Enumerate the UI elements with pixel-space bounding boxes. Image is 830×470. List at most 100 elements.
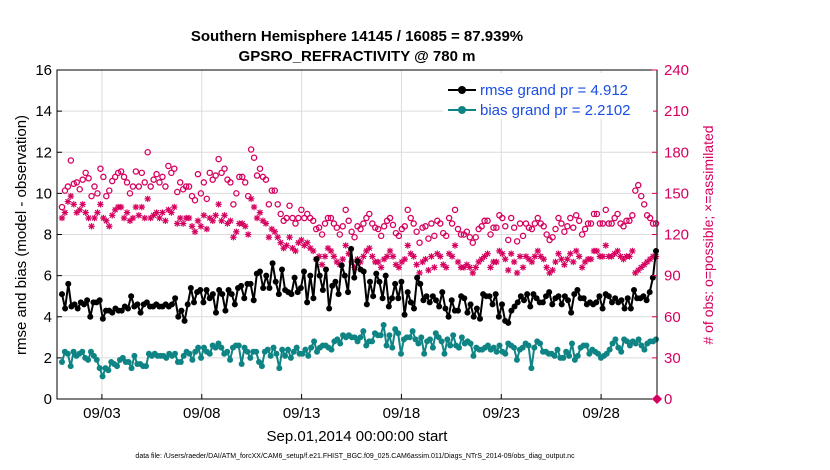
rmse-point bbox=[219, 291, 226, 298]
possible-obs-point bbox=[233, 190, 240, 197]
possible-obs-point bbox=[236, 173, 243, 181]
possible-obs-point bbox=[572, 212, 580, 219]
possible-obs-point bbox=[82, 169, 89, 177]
rmse-point bbox=[80, 301, 87, 308]
bias-point bbox=[377, 332, 384, 339]
possible-obs-point bbox=[463, 228, 471, 236]
right-y-ticks: 0 30 60 90 120 150 180 210 240 bbox=[652, 62, 689, 408]
rmse-point bbox=[442, 305, 449, 312]
assimilated-obs-point bbox=[493, 258, 500, 266]
rmse-point bbox=[473, 305, 480, 312]
rmse-point bbox=[476, 315, 483, 322]
possible-obs-point bbox=[422, 223, 429, 230]
assimilated-obs-point bbox=[549, 266, 556, 274]
bias-point bbox=[398, 350, 405, 357]
bias-point bbox=[426, 336, 433, 343]
assimilated-obs-point bbox=[507, 250, 515, 257]
possible-obs-point bbox=[564, 223, 571, 230]
rmse-point bbox=[128, 293, 135, 300]
possible-obs-point bbox=[472, 233, 479, 241]
assimilated-obs-point bbox=[268, 225, 276, 233]
bias-point bbox=[421, 350, 428, 357]
y-right-tick-label: 180 bbox=[664, 144, 689, 161]
assimilated-obs-point bbox=[558, 255, 565, 263]
possible-obs-point bbox=[510, 224, 518, 231]
bias-point bbox=[441, 350, 448, 357]
assimilated-obs-point bbox=[304, 239, 311, 246]
rmse-point bbox=[134, 301, 141, 308]
bias-point bbox=[293, 344, 300, 351]
assimilated-obs-point bbox=[85, 214, 92, 222]
possible-obs-point bbox=[454, 225, 462, 233]
bias-point bbox=[531, 344, 538, 351]
rmse-point bbox=[178, 307, 185, 314]
rmse-point bbox=[175, 313, 182, 320]
rmse-point bbox=[445, 313, 452, 320]
rmse-point bbox=[489, 301, 496, 308]
possible-obs-point bbox=[404, 206, 412, 214]
possible-obs-point bbox=[58, 203, 66, 211]
rmse-point bbox=[467, 301, 474, 308]
assimilated-obs-point bbox=[97, 201, 104, 208]
legend: rmse grand pr = 4.912 bias grand pr = 2.… bbox=[443, 73, 653, 119]
possible-obs-point bbox=[499, 214, 506, 222]
assimilated-obs-point bbox=[132, 203, 140, 211]
possible-obs-point bbox=[147, 183, 154, 190]
assimilated-obs-point bbox=[292, 247, 299, 255]
assimilated-obs-point bbox=[82, 209, 89, 216]
assimilated-obs-point bbox=[209, 217, 216, 224]
possible-obs-point bbox=[94, 190, 101, 197]
assimilated-obs-point bbox=[185, 214, 193, 222]
bias-point bbox=[357, 334, 364, 341]
possible-obs-point bbox=[363, 214, 370, 222]
possible-obs-point bbox=[401, 223, 409, 230]
rmse-point bbox=[410, 305, 417, 312]
rmse-point bbox=[84, 297, 91, 304]
rmse-point bbox=[542, 293, 549, 300]
assimilated-obs-point bbox=[552, 258, 559, 266]
possible-obs-point bbox=[593, 210, 601, 218]
rmse-point bbox=[65, 280, 72, 287]
possible-obs-point bbox=[502, 223, 509, 230]
assimilated-obs-point bbox=[389, 253, 397, 260]
possible-obs-point bbox=[555, 214, 562, 222]
assimilated-obs-point bbox=[91, 214, 98, 222]
assimilated-obs-point bbox=[375, 258, 382, 266]
possible-obs-point bbox=[218, 169, 225, 177]
bias-point bbox=[560, 354, 567, 361]
bias-point bbox=[238, 361, 245, 368]
rmse-point bbox=[322, 266, 329, 273]
rmse-point bbox=[143, 299, 150, 306]
possible-obs-point bbox=[431, 232, 438, 240]
bias-point bbox=[568, 340, 575, 347]
possible-obs-point bbox=[614, 210, 621, 218]
bias-point bbox=[380, 321, 387, 328]
bias-point bbox=[308, 344, 315, 351]
rmse-point bbox=[241, 295, 248, 302]
possible-obs-point bbox=[345, 217, 352, 225]
possible-obs-point bbox=[215, 155, 222, 163]
possible-obs-point bbox=[120, 173, 128, 181]
rmse-point bbox=[216, 287, 223, 294]
bias-point bbox=[143, 363, 150, 370]
assimilated-obs-point bbox=[283, 242, 290, 249]
rmse-point bbox=[212, 309, 219, 316]
bias-point bbox=[455, 344, 462, 351]
assimilated-obs-point bbox=[599, 253, 607, 260]
y-right-tick-label: 90 bbox=[664, 268, 681, 285]
rmse-point bbox=[250, 297, 257, 304]
possible-obs-point bbox=[567, 214, 574, 222]
assimilated-obs-point bbox=[516, 253, 524, 260]
bias-point bbox=[447, 342, 454, 349]
rmse-point bbox=[307, 272, 314, 279]
possible-obs-point bbox=[357, 225, 364, 233]
assimilated-obs-point bbox=[466, 264, 474, 271]
possible-obs-point bbox=[301, 214, 308, 222]
possible-obs-point bbox=[79, 176, 86, 183]
bias-point bbox=[386, 332, 393, 339]
bias-point bbox=[270, 344, 277, 351]
possible-obs-point bbox=[250, 154, 258, 161]
possible-obs-point bbox=[85, 175, 92, 182]
possible-obs-point bbox=[605, 220, 612, 227]
possible-obs-point bbox=[342, 206, 349, 214]
